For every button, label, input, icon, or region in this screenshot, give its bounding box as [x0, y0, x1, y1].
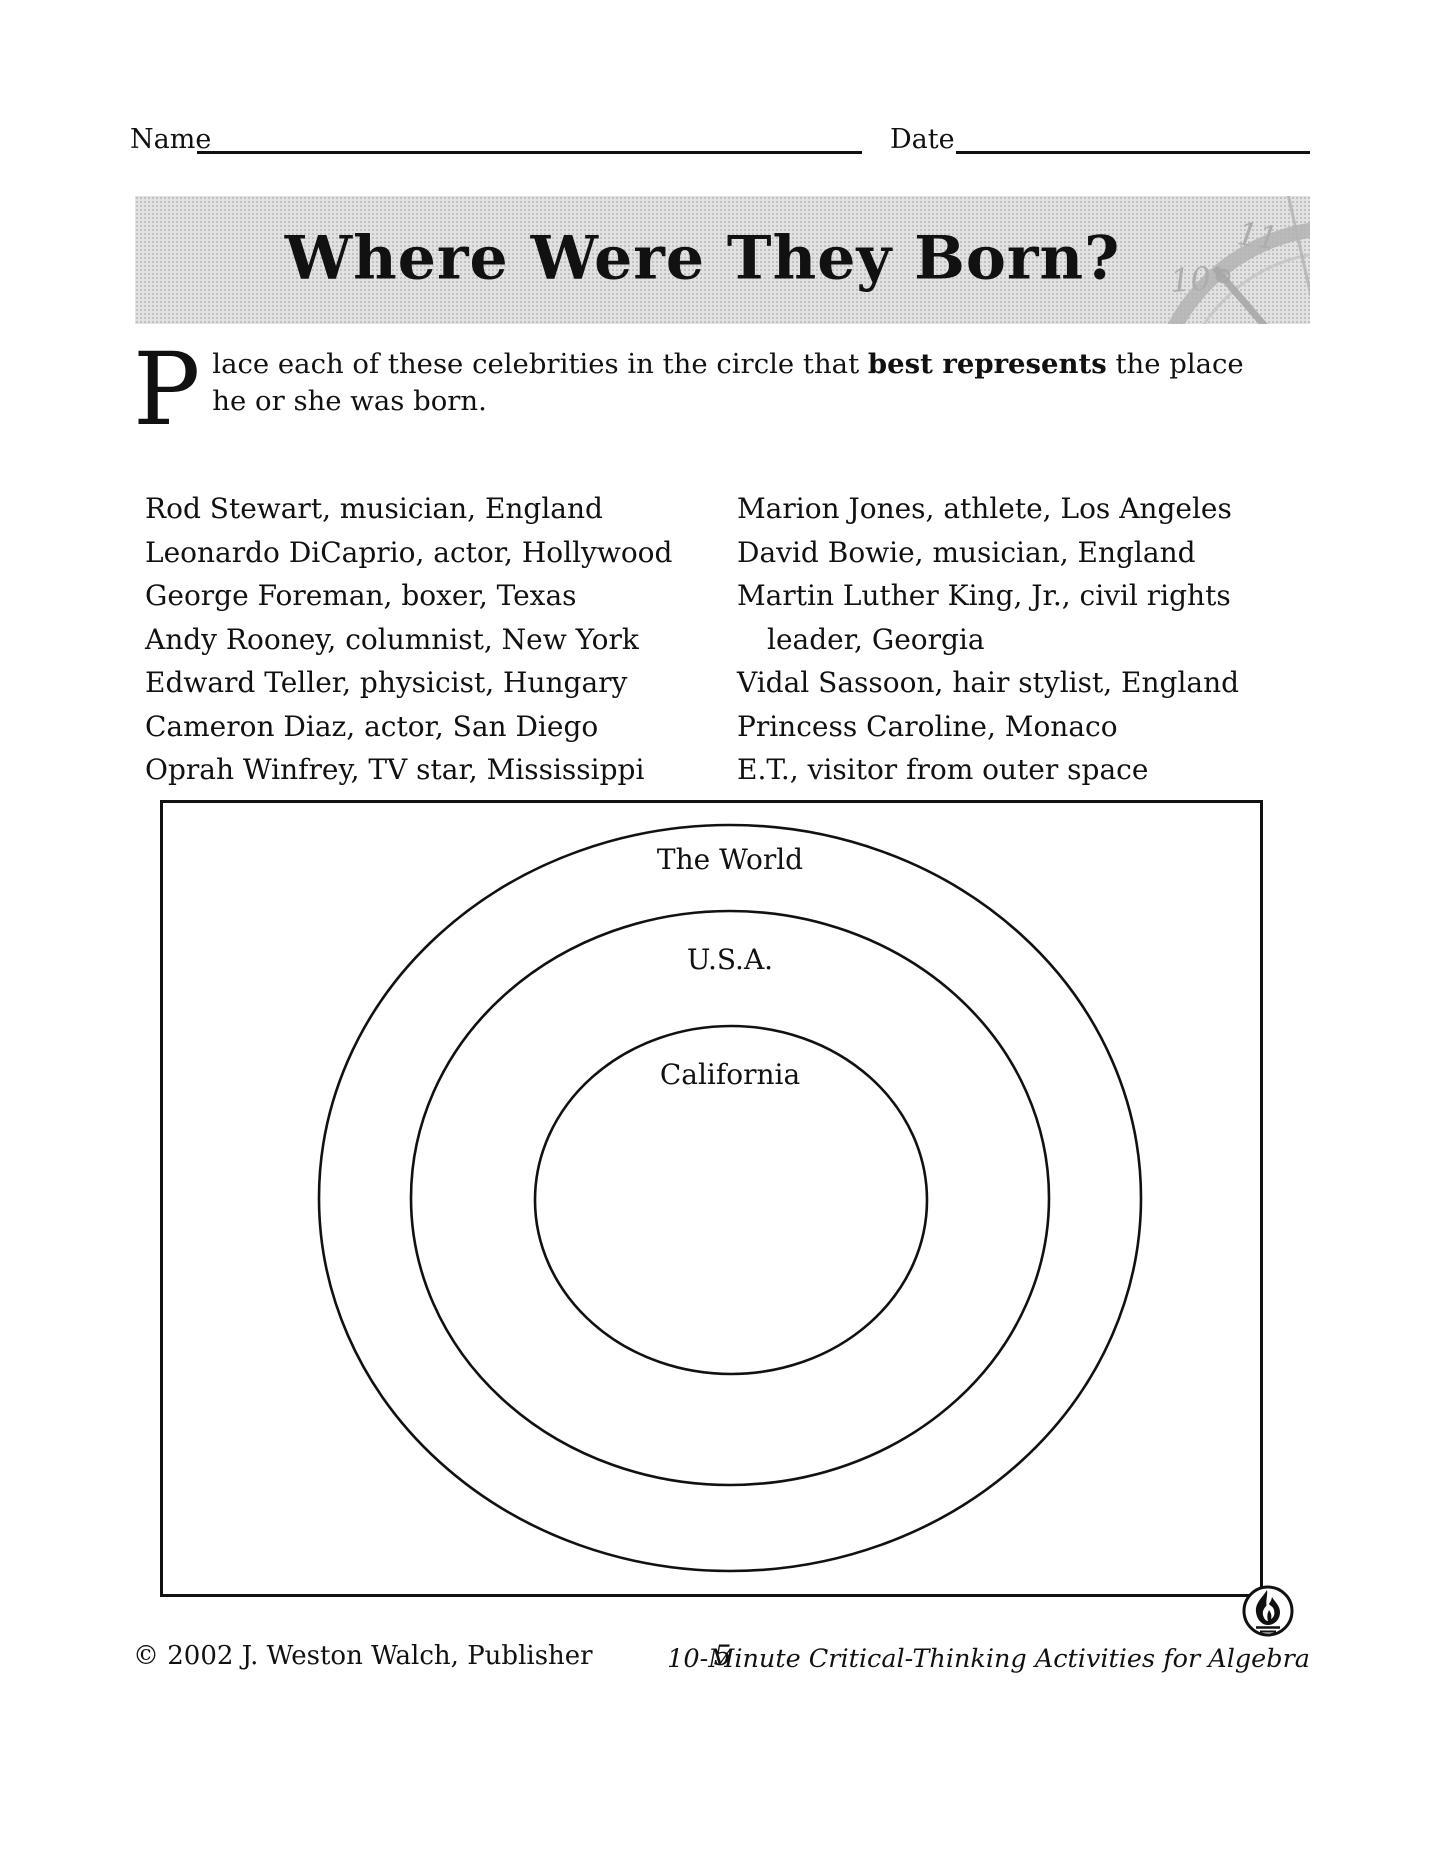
- name-label: Name: [130, 124, 212, 155]
- list-item: Leonardo DiCaprio, actor, Hollywood: [145, 535, 673, 569]
- list-item: Marion Jones, athlete, Los Angeles: [737, 492, 1232, 525]
- venn-diagram-box: The World U.S.A. California: [160, 800, 1263, 1597]
- publisher-logo: [1242, 1585, 1294, 1637]
- concentric-circles-graphic: [317, 823, 1143, 1573]
- ring-usa: [409, 909, 1051, 1487]
- list-item: Vidal Sassoon, hair stylist, England: [737, 666, 1240, 699]
- list-item: Martin Luther King, Jr., civil rights le…: [737, 579, 1231, 656]
- flame-highlight: [1262, 1603, 1275, 1621]
- name-blank-line: [197, 124, 862, 154]
- page-title: Where Were They Born?: [284, 223, 1121, 294]
- clock-image: 11 10: [1167, 196, 1310, 324]
- list-item: David Bowie, musician, England: [737, 535, 1196, 569]
- list-item: George Foreman, boxer, Texas: [145, 579, 577, 612]
- date-label: Date: [890, 124, 955, 155]
- instruction-text-start: lace each of these celebrities in the ci…: [212, 348, 868, 380]
- ring-label-california: California: [659, 1058, 801, 1091]
- celebrity-list-right: Marion Jones, athlete, Los Angeles David…: [737, 487, 1249, 792]
- list-item: Oprah Winfrey, TV star, Mississippi: [145, 753, 645, 786]
- celebrity-list-left: Rod Stewart, musician, England Leonardo …: [145, 487, 730, 792]
- list-item: Princess Caroline, Monaco: [737, 709, 1118, 743]
- book-title: 10-Minute Critical-Thinking Activities f…: [667, 1644, 1310, 1674]
- page-number: 5: [713, 1639, 732, 1672]
- clock-hour-hand: [1212, 265, 1268, 324]
- instruction-text-end: the place he or she was born.: [212, 348, 1244, 417]
- list-item: Cameron Diaz, actor, San Diego: [145, 709, 599, 743]
- clock-minute-hand: [1286, 196, 1310, 298]
- list-item: Andy Rooney, columnist, New York: [145, 622, 639, 656]
- ring-label-usa: U.S.A.: [686, 943, 774, 976]
- clock-hand-ring: [1215, 268, 1231, 284]
- copyright-text: © 2002 J. Weston Walch, Publisher: [133, 1641, 593, 1671]
- ring-world: [317, 823, 1143, 1573]
- clock-numeral-10: 10: [1169, 259, 1212, 300]
- date-blank-line: [956, 124, 1310, 154]
- drop-cap: P: [133, 331, 201, 448]
- clock-numeral-11: 11: [1235, 214, 1281, 257]
- ring-california: [533, 1024, 929, 1376]
- list-item: Edward Teller, physicist, Hungary: [145, 666, 628, 699]
- instruction-text-bold: best represents: [867, 348, 1107, 380]
- title-banner: 11 10 Where Were They Born?: [135, 196, 1310, 324]
- list-item: E.T., visitor from outer space: [737, 753, 1149, 786]
- list-item: Rod Stewart, musician, England: [145, 492, 603, 525]
- ring-label-world: The World: [656, 843, 804, 876]
